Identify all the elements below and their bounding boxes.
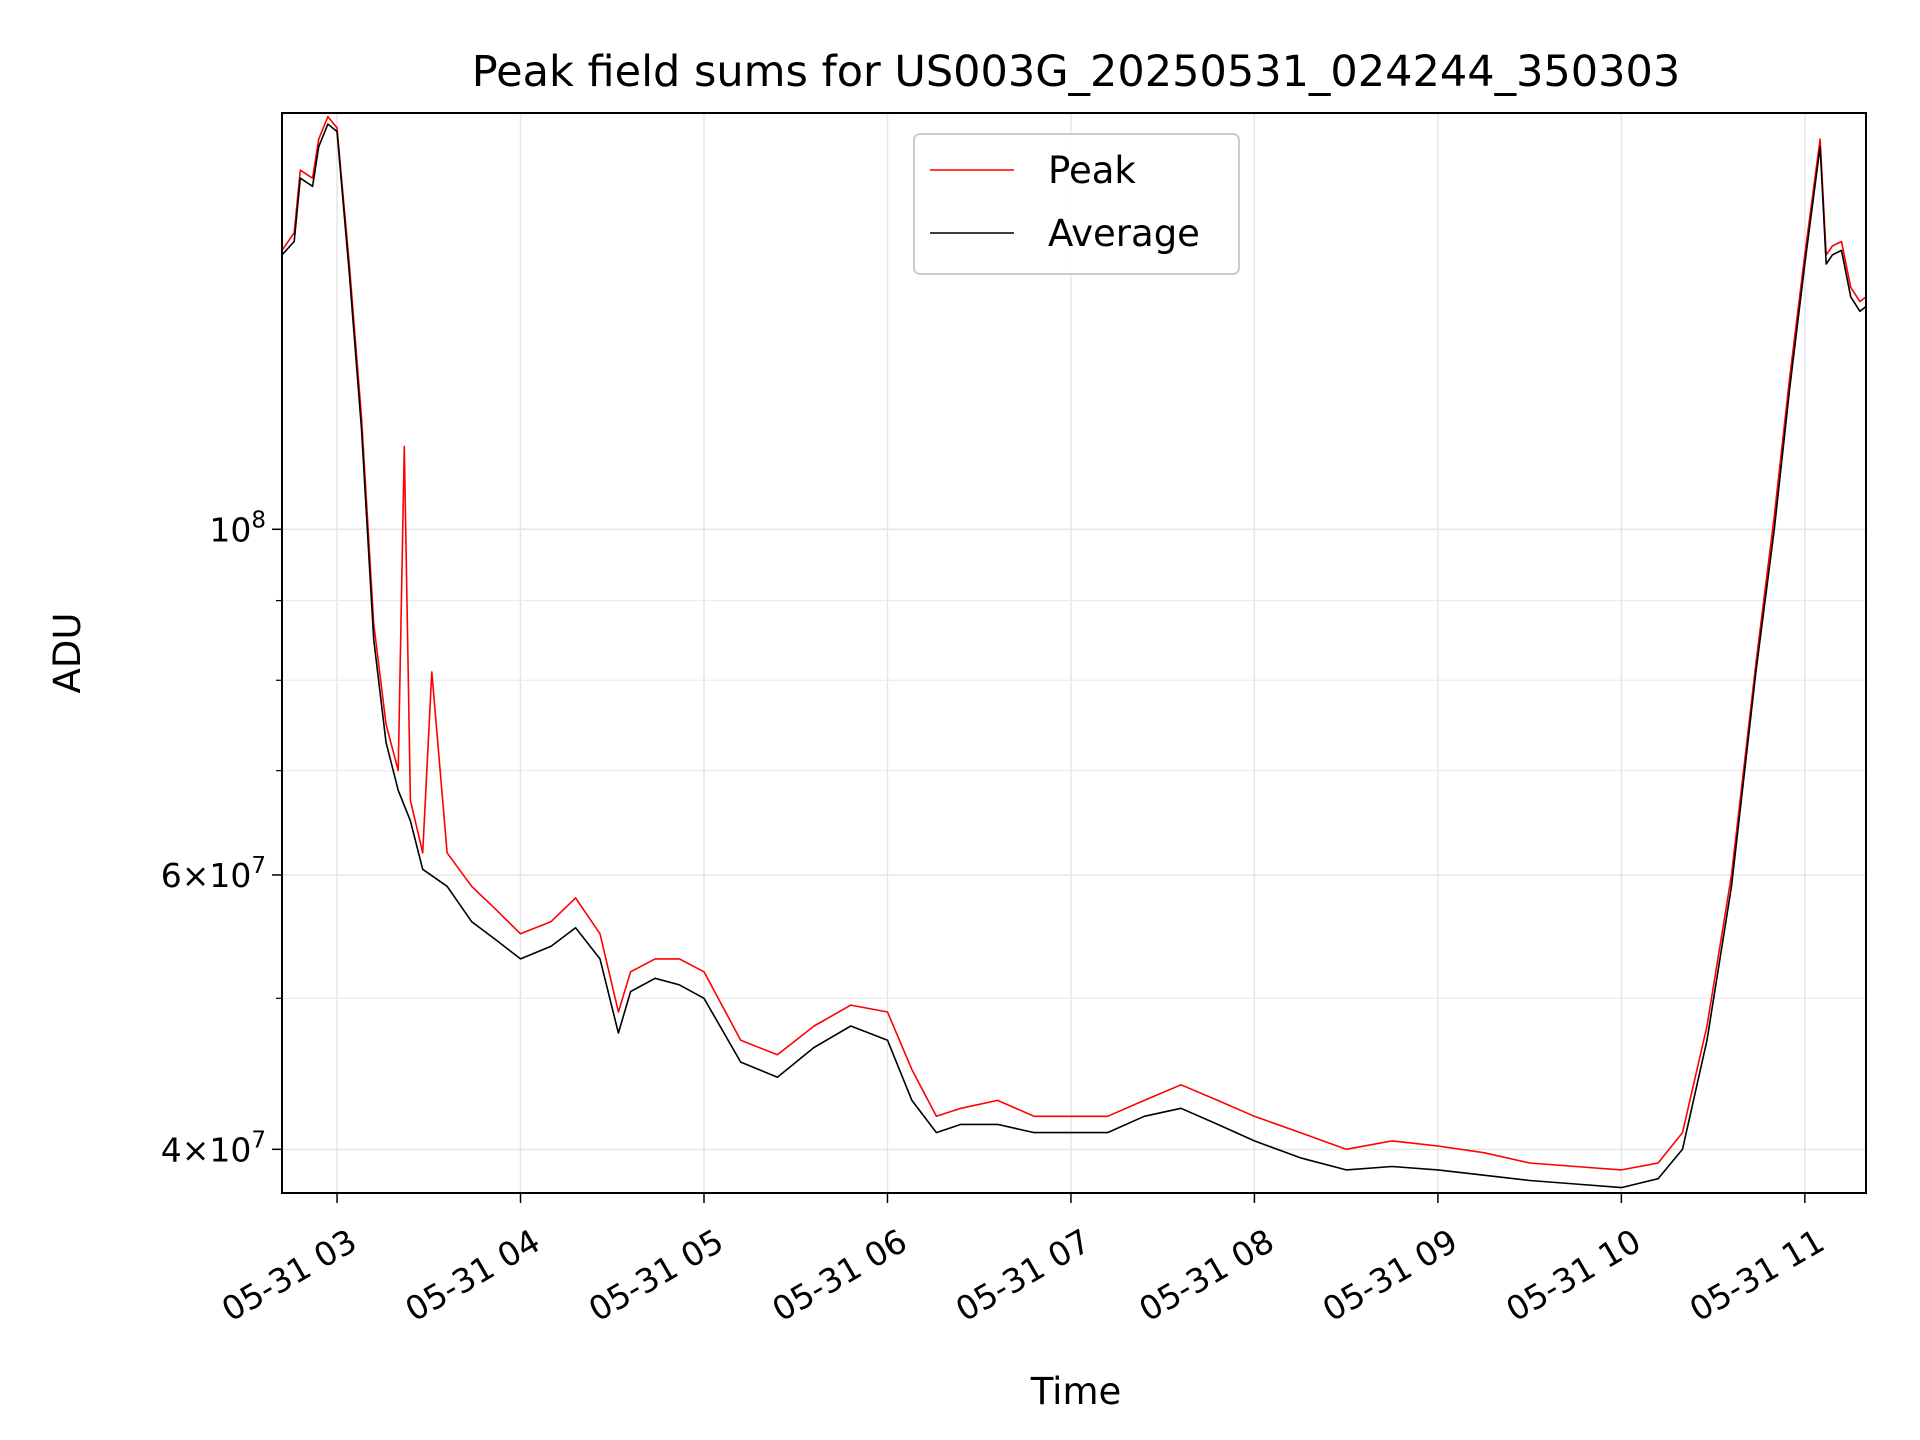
series-line-peak [281,115,1867,1171]
legend: Peak Average [913,133,1240,275]
x-tick-label: 05-31 10 [1499,1221,1647,1329]
x-tick-label: 05-31 06 [765,1221,913,1329]
y-tick-label: 6×107 [161,853,266,895]
chart-title: Peak field sums for US003G_20250531_0242… [472,47,1680,97]
y-tick-label: 4×107 [161,1127,266,1169]
x-axis-label: Time [1030,1370,1122,1413]
y-axis: 4×107 6×107 108 [161,507,282,1169]
series-line-average [281,123,1867,1189]
x-tick-label: 05-31 11 [1683,1221,1831,1329]
plot-frame [281,112,1867,1194]
x-tick-label: 05-31 08 [1132,1221,1280,1329]
legend-box [913,133,1240,275]
x-tick-label: 05-31 03 [215,1221,363,1329]
y-tick-label: 108 [209,507,266,549]
grid-lines [282,113,1866,1193]
x-tick-label: 05-31 04 [399,1221,547,1329]
x-tick-label: 05-31 05 [582,1221,730,1329]
series-layer [281,115,1867,1189]
y-axis-label: ADU [46,613,89,694]
x-tick-label: 05-31 09 [1316,1221,1464,1329]
x-axis: 05-31 03 05-31 04 05-31 05 05-31 06 05-31 07… [215,1193,1831,1329]
legend-label-peak: Peak [1048,149,1136,192]
x-tick-label: 05-31 07 [949,1221,1097,1329]
legend-label-average: Average [1048,212,1200,255]
